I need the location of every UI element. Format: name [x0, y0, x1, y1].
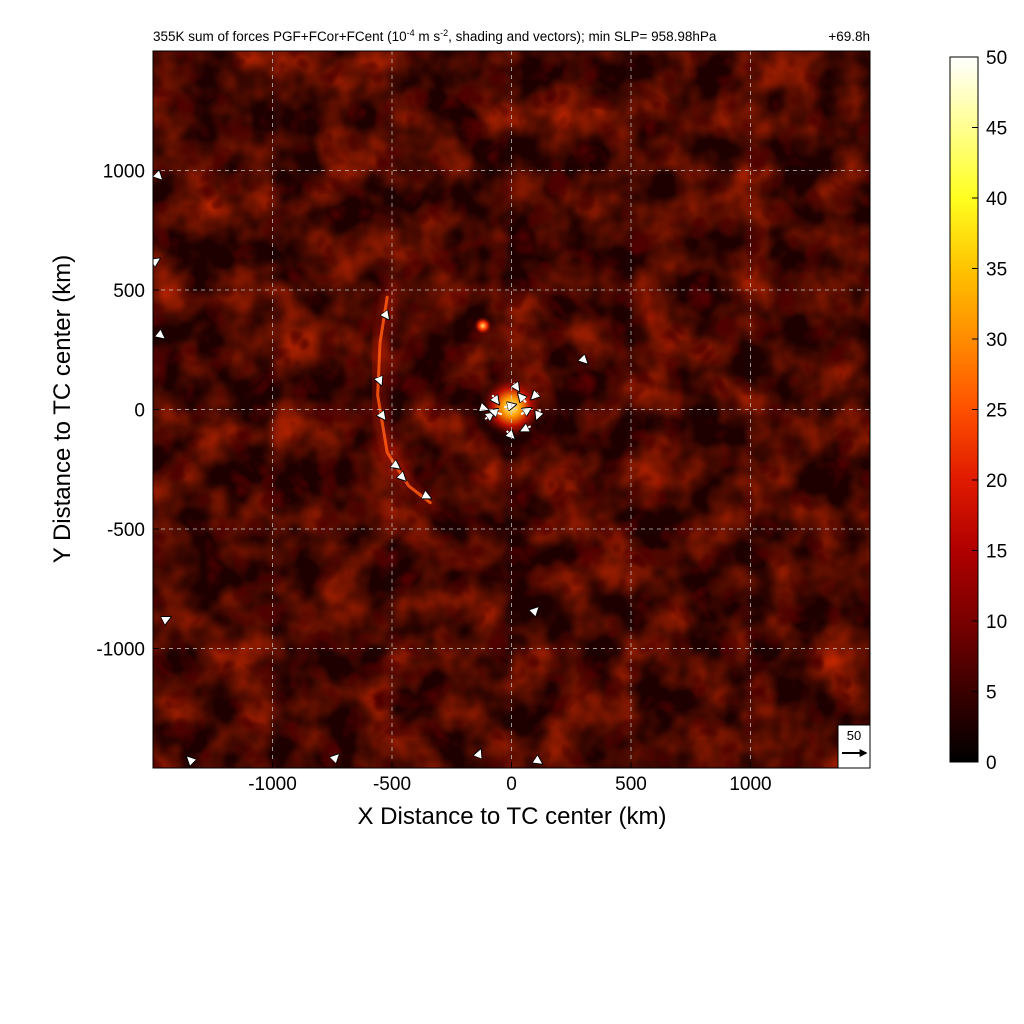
x-axis-label: X Distance to TC center (km): [358, 803, 667, 830]
colorbar-tick-label: 40: [986, 189, 1007, 210]
force-vector: [385, 314, 389, 319]
reference-vector-frame: [837, 724, 871, 769]
colorbar-tick-label: 35: [986, 260, 1007, 281]
colorbar-tick-label: 15: [986, 542, 1007, 563]
hot-spot: [473, 316, 492, 335]
reference-vector-label: 50: [847, 728, 861, 743]
force-vectors: [155, 175, 586, 763]
force-vector: [583, 359, 587, 363]
force-vector: [335, 755, 339, 759]
colorbar-tick-label: 50: [986, 48, 1007, 69]
force-vector: [537, 409, 541, 420]
force-vector: [158, 333, 164, 338]
y-axis-ticks: 1000 500 0 -500 -1000: [96, 162, 159, 661]
colorbar-tick-label: 30: [986, 330, 1007, 351]
x-tick-label: 1000: [729, 774, 771, 795]
y-axis-label: Y Distance to TC center (km): [49, 255, 76, 564]
force-vector: [478, 750, 480, 756]
force-vector: [480, 407, 487, 409]
force-vector: [521, 426, 532, 431]
force-vector: [535, 608, 537, 610]
force-vector: [490, 411, 503, 415]
force-vector: [519, 394, 526, 402]
force-vector: [402, 476, 406, 480]
force-vector: [425, 496, 430, 498]
force-vector: [381, 414, 385, 419]
force-vector: [504, 405, 515, 407]
y-tick-label: 500: [113, 281, 145, 302]
force-vector: [507, 431, 514, 438]
y-tick-label: -1000: [96, 640, 145, 661]
reference-vector-box: 50: [837, 724, 871, 769]
force-vector: [532, 393, 538, 399]
x-tick-label: 0: [506, 774, 517, 795]
y-tick-label: -500: [107, 520, 145, 541]
x-tick-label: -1000: [248, 774, 297, 795]
colorbar-tick-label: 10: [986, 612, 1007, 633]
x-tick-label: -500: [373, 774, 411, 795]
colorbar-tick-label: 5: [986, 683, 997, 704]
y-tick-label: 1000: [103, 162, 145, 183]
force-vector: [188, 757, 192, 761]
force-vector: [514, 383, 519, 390]
spiral-rainband: [376, 295, 432, 505]
force-vector: [155, 259, 159, 261]
plot-area: [153, 51, 870, 768]
force-vector: [158, 175, 162, 179]
time-label: +69.8h: [828, 29, 870, 44]
x-tick-label: 500: [615, 774, 647, 795]
force-vector: [538, 761, 542, 763]
colorbar-tick-label: 45: [986, 119, 1007, 140]
force-vector: [379, 378, 381, 384]
force-vector: [492, 395, 498, 403]
chart-title: 355K sum of forces PGF+FCor+FCent (10-4 …: [153, 28, 717, 44]
force-vector: [394, 464, 399, 468]
colorbar-tick-label: 0: [986, 753, 997, 774]
y-tick-label: 0: [134, 401, 145, 422]
x-axis-ticks: -1000 -500 0 500 1000: [248, 762, 772, 795]
colorbar-tick-label: 20: [986, 471, 1007, 492]
colorbar-tick-label: 25: [986, 401, 1007, 422]
force-vector: [165, 617, 170, 619]
